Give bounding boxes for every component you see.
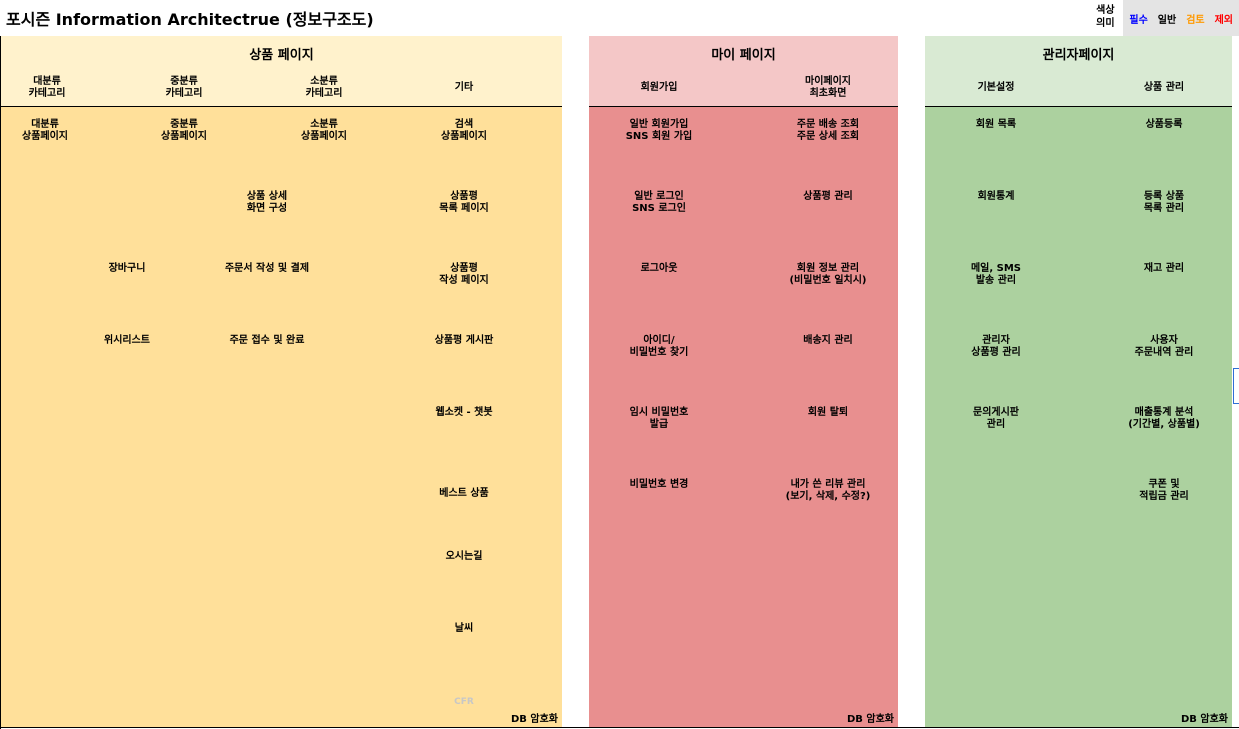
ia-node: 상품평 목록 페이지 (439, 191, 489, 214)
section-admin-page: 관리자페이지 기본설정 상품 관리 회원 목록 회원통계 메일, SMS 발송 … (925, 36, 1232, 728)
ia-node: 쿠폰 및 적립금 관리 (1139, 479, 1189, 502)
ia-node: 주문서 작성 및 결제 (224, 263, 310, 274)
ia-node: 임시 비밀번호 발급 (629, 407, 689, 430)
ia-node: 재고 관리 (1143, 263, 1185, 274)
column-header: 회원가입 (640, 82, 678, 93)
section-my-page: 마이 페이지 회원가입 마이페이지 최초화면 일반 회원가입 SNS 회원 가입… (589, 36, 898, 728)
ia-node: 주문 접수 및 완료 (229, 335, 305, 346)
section-title: 마이 페이지 (711, 48, 776, 63)
section-title: 상품 페이지 (249, 48, 314, 63)
ia-node: 비밀번호 변경 (629, 479, 689, 490)
legend-required: 필수 (1129, 14, 1148, 26)
legend-items: 필수 일반 검토 제외 (1123, 0, 1239, 36)
ia-node: 매출통계 분석 (기간별, 상품별) (1128, 407, 1200, 430)
ia-node: 상품등록 (1145, 119, 1183, 130)
section-header: 상품 페이지 대분류 카테고리 중분류 카테고리 소분류 카테고리 기타 (1, 36, 562, 106)
db-encryption-note: DB 암호화 (846, 714, 894, 725)
ia-node: 사용자 주문내역 관리 (1134, 335, 1194, 358)
ia-node: 날씨 (454, 623, 474, 634)
ia-node: 일반 로그인 SNS 로그인 (632, 191, 686, 214)
ia-node: 주문 배송 조회 주문 상세 조회 (796, 119, 860, 142)
ia-node: 검색 상품페이지 (441, 119, 487, 142)
ia-node: 회원 정보 관리 (비밀번호 일치시) (789, 263, 867, 286)
ia-node: 등록 상품 목록 관리 (1143, 191, 1185, 214)
header-divider (925, 106, 1232, 107)
section-body: 회원 목록 회원통계 메일, SMS 발송 관리 관리자 상품평 관리 문의게시… (925, 107, 1232, 728)
section-body: 일반 회원가입 SNS 회원 가입 일반 로그인 SNS 로그인 로그아웃 아이… (589, 107, 898, 728)
column-header: 기타 (454, 82, 474, 93)
section-title: 관리자페이지 (1042, 48, 1115, 63)
selection-edge-marker (1233, 368, 1239, 404)
ia-node: 로그아웃 (640, 263, 678, 274)
ia-node: 상품평 게시판 (434, 335, 494, 346)
section-product-page: 상품 페이지 대분류 카테고리 중분류 카테고리 소분류 카테고리 기타 대분류… (1, 36, 562, 728)
section-header: 관리자페이지 기본설정 상품 관리 (925, 36, 1232, 106)
color-legend: 색상 의미 필수 일반 검토 제외 (1087, 0, 1239, 36)
legend-label: 색상 의미 (1087, 0, 1124, 36)
bottom-border (0, 727, 1239, 728)
section-header: 마이 페이지 회원가입 마이페이지 최초화면 (589, 36, 898, 106)
column-header: 소분류 카테고리 (305, 76, 343, 99)
ia-node: 회원 탈퇴 (807, 407, 849, 418)
header-divider (1, 106, 562, 107)
ia-node: 아이디/ 비밀번호 찾기 (629, 335, 689, 358)
db-encryption-note: DB 암호화 (1180, 714, 1228, 725)
ia-node: 웹소켓 - 챗봇 (435, 407, 493, 418)
ia-node: 메일, SMS 발송 관리 (970, 263, 1022, 286)
ia-node: 배송지 관리 (803, 335, 853, 346)
ia-node: 회원통계 (977, 191, 1015, 202)
header-divider (589, 106, 898, 107)
column-header: 상품 관리 (1143, 82, 1185, 93)
column-header: 마이페이지 최초화면 (805, 76, 851, 99)
ia-node: 상품평 관리 (803, 191, 853, 202)
column-header: 대분류 카테고리 (28, 76, 66, 99)
ia-node: 문의게시판 관리 (973, 407, 1019, 430)
legend-review: 검토 (1186, 14, 1205, 26)
ia-node: 위시리스트 (104, 335, 150, 346)
ia-node: 내가 쓴 리뷰 관리 (보기, 삭제, 수정?) (785, 479, 871, 502)
ia-node-faded: CFR (454, 697, 474, 707)
ia-node: 일반 회원가입 SNS 회원 가입 (625, 119, 693, 142)
page-title: 포시즌 Information Architectrue (정보구조도) (6, 10, 374, 29)
ia-node: 상품평 작성 페이지 (439, 263, 489, 286)
ia-node: 상품 상세 화면 구성 (246, 191, 288, 214)
column-header: 기본설정 (977, 82, 1015, 93)
db-encryption-note: DB 암호화 (510, 714, 558, 725)
ia-node: 중분류 상품페이지 (161, 119, 207, 142)
ia-node: 오시는길 (445, 551, 483, 562)
left-border (0, 36, 1, 729)
ia-node: 대분류 상품페이지 (22, 119, 68, 142)
legend-normal: 일반 (1157, 14, 1177, 26)
ia-node: 소분류 상품페이지 (301, 119, 347, 142)
ia-node: 관리자 상품평 관리 (971, 335, 1021, 358)
ia-node: 장바구니 (108, 263, 146, 274)
section-body: 대분류 상품페이지 중분류 상품페이지 장바구니 위시리스트 소분류 상품페이지… (1, 107, 562, 728)
legend-excluded: 제외 (1214, 14, 1233, 26)
ia-node: 베스트 상품 (439, 488, 489, 499)
column-header: 중분류 카테고리 (165, 76, 203, 99)
ia-node: 회원 목록 (975, 119, 1017, 130)
